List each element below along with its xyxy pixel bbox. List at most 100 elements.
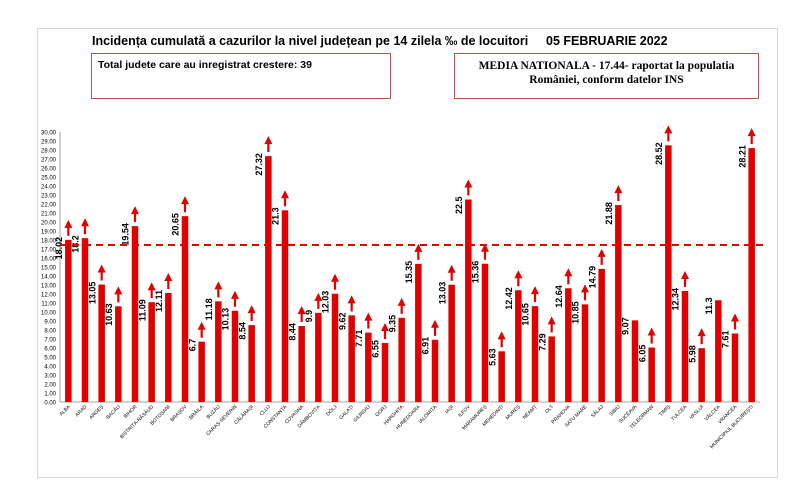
x-tick-label: ILFOV: [457, 404, 472, 419]
increase-arrow-icon: [247, 305, 256, 322]
increase-arrow-icon: [697, 328, 706, 345]
bar: [631, 320, 639, 402]
bar-value-label: 7.29: [537, 333, 547, 351]
x-tick-label: CLUJ: [259, 404, 272, 417]
increase-arrow-icon: [197, 321, 206, 338]
bar-value-label: 13.05: [87, 282, 97, 305]
bar: [498, 351, 505, 402]
bar: [565, 288, 572, 402]
bar-value-label: 10.13: [221, 308, 231, 331]
bar: [348, 315, 355, 402]
bar-value-label: 5.63: [487, 348, 497, 366]
y-tick-label: 2.00: [44, 383, 56, 389]
national-average-line-1: MEDIA NATIONALA - 17.44- raportat la pop…: [478, 60, 735, 72]
bar-value-label: 15.35: [404, 261, 414, 284]
y-tick-label: 21.00: [41, 212, 57, 218]
growth-count-text: Total judete care au inregistrat crester…: [98, 59, 312, 71]
x-tick-label: DOLJ: [325, 404, 339, 418]
y-tick-label: 13.00: [41, 284, 57, 290]
y-tick-label: 27.00: [41, 158, 57, 164]
bar: [731, 333, 739, 402]
increase-arrow-icon: [464, 179, 473, 196]
x-tick-label: SIBIU: [608, 404, 622, 418]
y-tick-label: 30.00: [41, 131, 57, 137]
x-tick-label: BRĂILA: [188, 403, 206, 421]
bar-value-label: 6.91: [421, 337, 431, 355]
y-tick-label: 18.00: [41, 239, 57, 245]
national-average-box: MEDIA NATIONALA - 17.44- raportat la pop…: [454, 53, 759, 99]
y-tick-label: 0.00: [44, 401, 56, 407]
bar-value-label: 9.62: [337, 312, 347, 330]
bar-value-label: 18.2: [71, 235, 81, 253]
bar-value-label: 19.54: [121, 223, 131, 246]
y-tick-label: 3.00: [44, 374, 56, 380]
increase-arrow-icon: [664, 125, 673, 142]
y-tick-label: 19.00: [41, 230, 57, 236]
bar: [581, 304, 589, 402]
bar-value-label: 9.9: [304, 310, 314, 323]
y-tick-label: 25.00: [41, 176, 57, 182]
increase-arrow-icon: [497, 331, 506, 348]
bar: [415, 263, 422, 402]
bar: [648, 347, 655, 402]
x-tick-label: TULCEA: [670, 404, 689, 423]
increase-arrow-icon: [81, 218, 89, 235]
bar: [748, 148, 755, 402]
increase-arrow-icon: [131, 206, 139, 223]
increase-arrow-icon: [681, 270, 689, 287]
bar: [131, 226, 139, 402]
bar-value-label: 10.85: [571, 301, 581, 324]
chart-frame: [37, 28, 778, 478]
increase-arrow-icon: [181, 196, 189, 213]
x-tick-label: GIURGIU: [352, 404, 372, 424]
bar: [265, 156, 272, 402]
increase-arrow-icon: [381, 323, 389, 340]
y-tick-label: 29.00: [41, 140, 57, 146]
bar-value-label: 15.36: [471, 261, 481, 284]
bar: [81, 238, 89, 402]
bar-value-label: 6.05: [637, 345, 647, 363]
y-tick-label: 1.00: [44, 392, 56, 398]
y-tick-label: 20.00: [41, 221, 57, 227]
increase-arrow-icon: [731, 313, 739, 330]
y-tick-label: 8.00: [44, 329, 56, 335]
bar: [365, 332, 372, 402]
x-tick-label: MUREȘ: [505, 404, 522, 421]
bar: [698, 348, 705, 402]
bar-value-label: 28.52: [654, 142, 664, 165]
bar: [681, 290, 689, 402]
bar-value-label: 27.32: [254, 153, 264, 176]
bar: [715, 300, 722, 402]
increase-arrow-icon: [514, 270, 523, 287]
bar-value-label: 18.02: [54, 237, 64, 260]
bar: [115, 306, 122, 402]
bar-value-label: 9.07: [621, 317, 631, 335]
bar-value-label: 12.34: [671, 288, 681, 311]
y-tick-label: 4.00: [44, 365, 56, 371]
bar: [181, 216, 189, 402]
increase-arrow-icon: [531, 286, 539, 303]
increase-arrow-icon: [281, 190, 289, 207]
y-tick-label: 28.00: [41, 149, 57, 155]
increase-arrow-icon: [114, 286, 123, 303]
increase-arrow-icon: [164, 273, 173, 290]
increase-arrow-icon: [564, 268, 573, 285]
chart-date: 05 FEBRUARIE 2022: [546, 34, 668, 48]
bar: [281, 210, 289, 402]
increase-arrow-icon: [364, 312, 373, 329]
bar: [231, 310, 239, 402]
y-tick-label: 24.00: [41, 185, 57, 191]
bar-value-label: 20.65: [171, 213, 181, 236]
increase-arrow-icon: [547, 316, 556, 333]
x-tick-label: SĂLAJ: [589, 403, 605, 419]
bar-value-label: 28.21: [737, 145, 747, 168]
y-tick-label: 22.00: [41, 203, 57, 209]
y-tick-label: 26.00: [41, 167, 57, 173]
bar-value-label: 13.03: [437, 282, 447, 305]
bar: [65, 239, 72, 402]
y-tick-label: 7.00: [44, 338, 56, 344]
x-tick-label: GORJ: [374, 404, 388, 418]
increase-arrow-icon: [331, 273, 339, 290]
increase-arrow-icon: [214, 281, 223, 298]
